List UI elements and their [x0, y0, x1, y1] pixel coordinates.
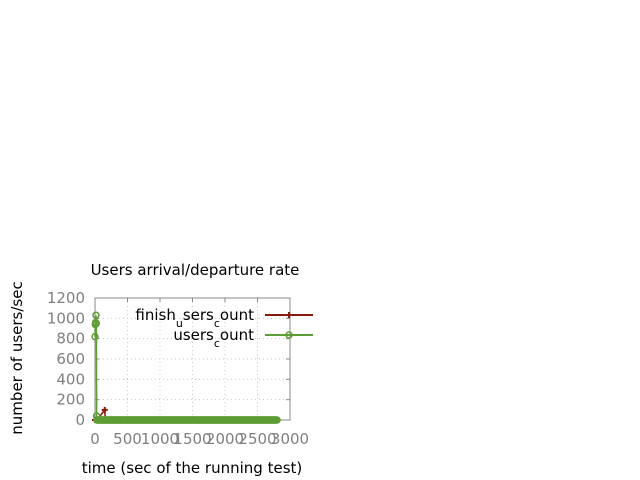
x-tick-label: 0	[90, 430, 100, 448]
series-layer	[91, 311, 281, 424]
legend-label: finishuserscount	[135, 306, 254, 330]
chart-title: Users arrival/departure rate	[91, 261, 300, 279]
grid	[95, 298, 290, 420]
y-tick-label: 200	[56, 391, 85, 409]
series-2	[91, 311, 281, 424]
x-tick-label: 3000	[271, 430, 309, 448]
y-tick-label: 0	[75, 411, 85, 429]
x-tick-label: 500	[113, 430, 142, 448]
axis-ticks: 0 500 100015002000250030000200400600800100…	[47, 289, 309, 448]
x-tick-label: 2500	[238, 430, 276, 448]
legend-label: userscount	[173, 326, 254, 350]
y-tick-label: 400	[56, 370, 85, 388]
legend-marker	[285, 331, 293, 339]
y-tick-label: 800	[56, 330, 85, 348]
y-tick-label: 1000	[47, 309, 85, 327]
legend-marker	[286, 312, 292, 318]
data-point	[273, 416, 281, 424]
y-axis-label: number of users/sec	[8, 281, 26, 434]
x-tick-label: 1500	[173, 430, 211, 448]
data-point	[91, 332, 99, 341]
data-point	[92, 319, 101, 328]
x-tick-label: 1000	[141, 430, 179, 448]
data-point	[92, 311, 100, 320]
y-tick-label: 1200	[47, 289, 85, 307]
data-point	[101, 406, 108, 413]
y-tick-label: 600	[56, 350, 85, 368]
x-tick-label: 2000	[206, 430, 244, 448]
x-axis-label: time (sec of the running test)	[82, 459, 303, 477]
